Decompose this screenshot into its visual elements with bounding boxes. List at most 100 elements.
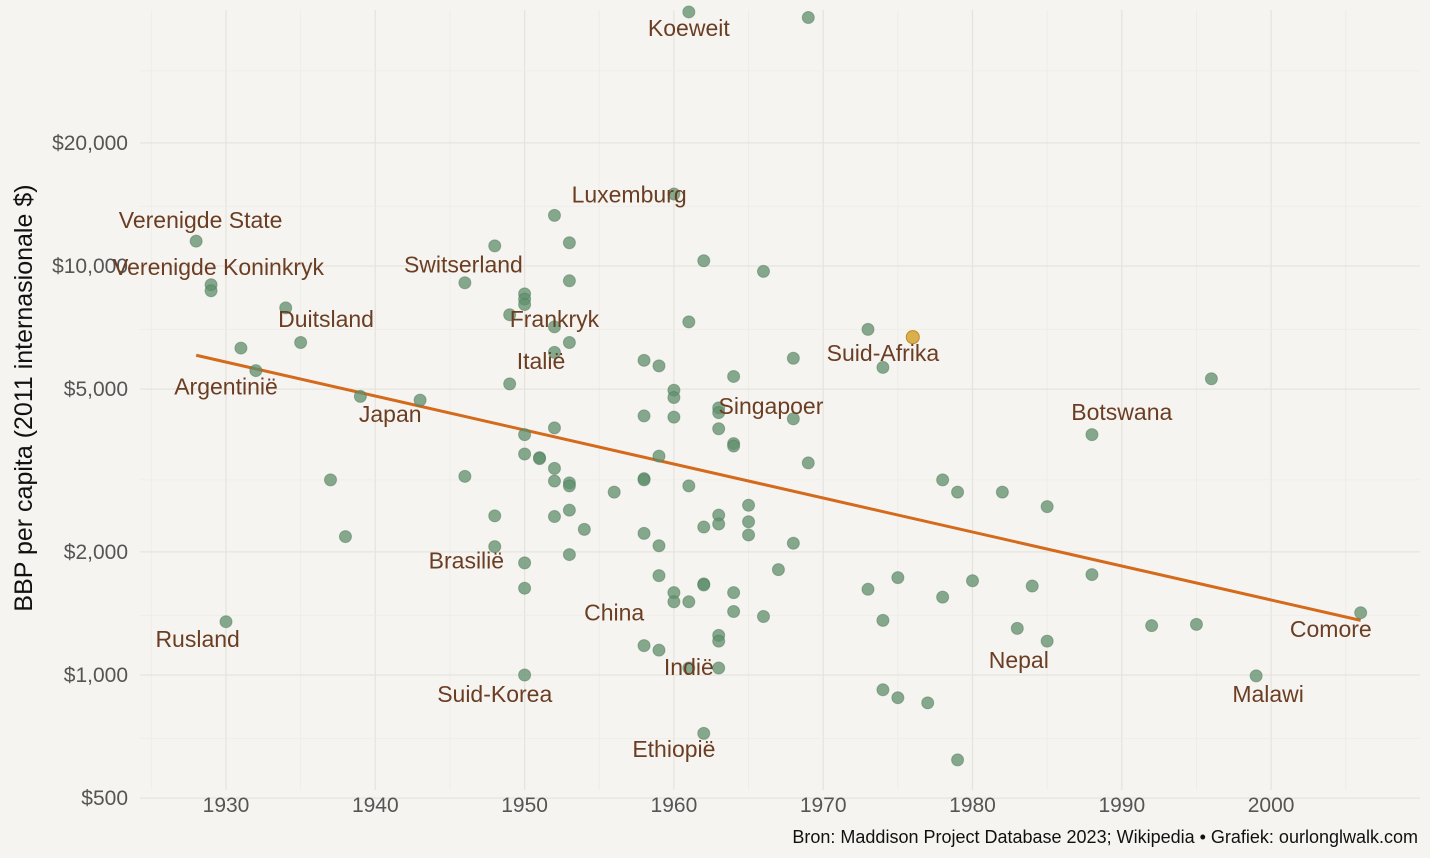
country-label: Japan (359, 401, 422, 427)
data-point (488, 509, 502, 523)
data-point (637, 353, 651, 367)
data-point (1085, 428, 1099, 442)
country-label: Indië (664, 654, 714, 680)
x-tick-label: 1970 (800, 794, 847, 817)
data-point (727, 439, 741, 453)
data-point (488, 540, 502, 554)
x-tick-label: 2000 (1248, 794, 1295, 817)
y-tick-label: $20,000 (52, 132, 128, 155)
data-point (189, 234, 203, 248)
data-point (353, 389, 367, 403)
data-point (966, 574, 979, 588)
data-point (667, 390, 681, 404)
data-point (697, 520, 711, 534)
data-point (458, 469, 472, 483)
data-point (547, 421, 561, 435)
data-point (518, 447, 532, 461)
country-label: Ethiopië (632, 736, 715, 762)
data-point (637, 526, 651, 540)
data-point (951, 485, 965, 499)
country-label: Brasilië (429, 548, 504, 574)
data-point (652, 569, 666, 583)
data-point (712, 634, 726, 648)
highlight-point (905, 330, 920, 345)
data-point (697, 254, 711, 268)
data-point (801, 11, 815, 25)
country-label: Singapoer (719, 393, 824, 419)
data-point (562, 336, 576, 350)
data-point (786, 412, 800, 426)
data-point (652, 643, 666, 657)
country-label: Switserland (404, 251, 523, 277)
data-point (712, 661, 726, 675)
data-point (876, 360, 890, 374)
data-point (1085, 568, 1099, 582)
data-point (727, 604, 741, 618)
data-point (786, 536, 800, 550)
data-point (518, 581, 532, 595)
data-point (995, 485, 1009, 499)
data-point (682, 479, 696, 493)
data-point (682, 5, 696, 19)
trend-line (195, 353, 1362, 622)
y-tick-label: $2,000 (64, 541, 128, 564)
country-label: Nepal (989, 647, 1049, 673)
country-label: Argentinië (174, 374, 278, 400)
data-point (756, 610, 770, 624)
data-point (518, 428, 532, 442)
data-point (742, 528, 756, 542)
data-point (562, 236, 576, 250)
data-point (742, 515, 756, 529)
data-point (861, 322, 875, 336)
data-point (577, 522, 591, 536)
x-tick-label: 1950 (501, 794, 548, 817)
country-label: China (584, 599, 644, 625)
data-point (652, 359, 666, 373)
data-point (936, 590, 950, 604)
data-point (712, 422, 726, 436)
data-point (921, 696, 935, 710)
data-point (637, 409, 651, 423)
data-point (697, 578, 711, 592)
data-point (562, 274, 576, 288)
data-point (234, 341, 248, 355)
data-points (189, 5, 1368, 767)
data-point (488, 239, 502, 253)
data-point (518, 298, 532, 312)
y-tick-label: $10,000 (52, 255, 128, 278)
data-point (547, 345, 561, 359)
data-point (562, 503, 576, 517)
data-point (324, 473, 338, 487)
country-label: Italië (517, 348, 566, 374)
data-point (682, 595, 696, 609)
source-caption: Bron: Maddison Project Database 2023; Wi… (792, 827, 1418, 847)
country-label: Luxemburg (572, 181, 687, 207)
country-label: Frankryk (510, 306, 600, 332)
data-point (219, 615, 233, 629)
data-point (1189, 617, 1203, 631)
x-tick-label: 1980 (949, 794, 996, 817)
country-label: Comore (1290, 616, 1372, 642)
data-point (547, 461, 561, 475)
data-point (727, 586, 741, 600)
data-point (786, 351, 800, 365)
x-tick-label: 1960 (651, 794, 698, 817)
data-point (458, 276, 472, 290)
y-tick-label: $500 (81, 787, 128, 810)
data-point (547, 320, 561, 334)
data-point (712, 517, 726, 531)
data-point (667, 187, 681, 201)
data-point (682, 661, 696, 675)
data-point (771, 563, 785, 577)
data-point (1025, 579, 1039, 593)
data-point (249, 364, 263, 378)
data-point (204, 284, 218, 298)
data-point (727, 369, 741, 383)
y-axis-ticks: $500$1,000$2,000$5,000$10,000$20,000$50,… (52, 132, 128, 810)
data-point (533, 452, 547, 466)
country-label: Duitsland (278, 306, 374, 332)
data-point (413, 393, 427, 407)
data-point (503, 308, 517, 322)
data-point (503, 377, 517, 391)
